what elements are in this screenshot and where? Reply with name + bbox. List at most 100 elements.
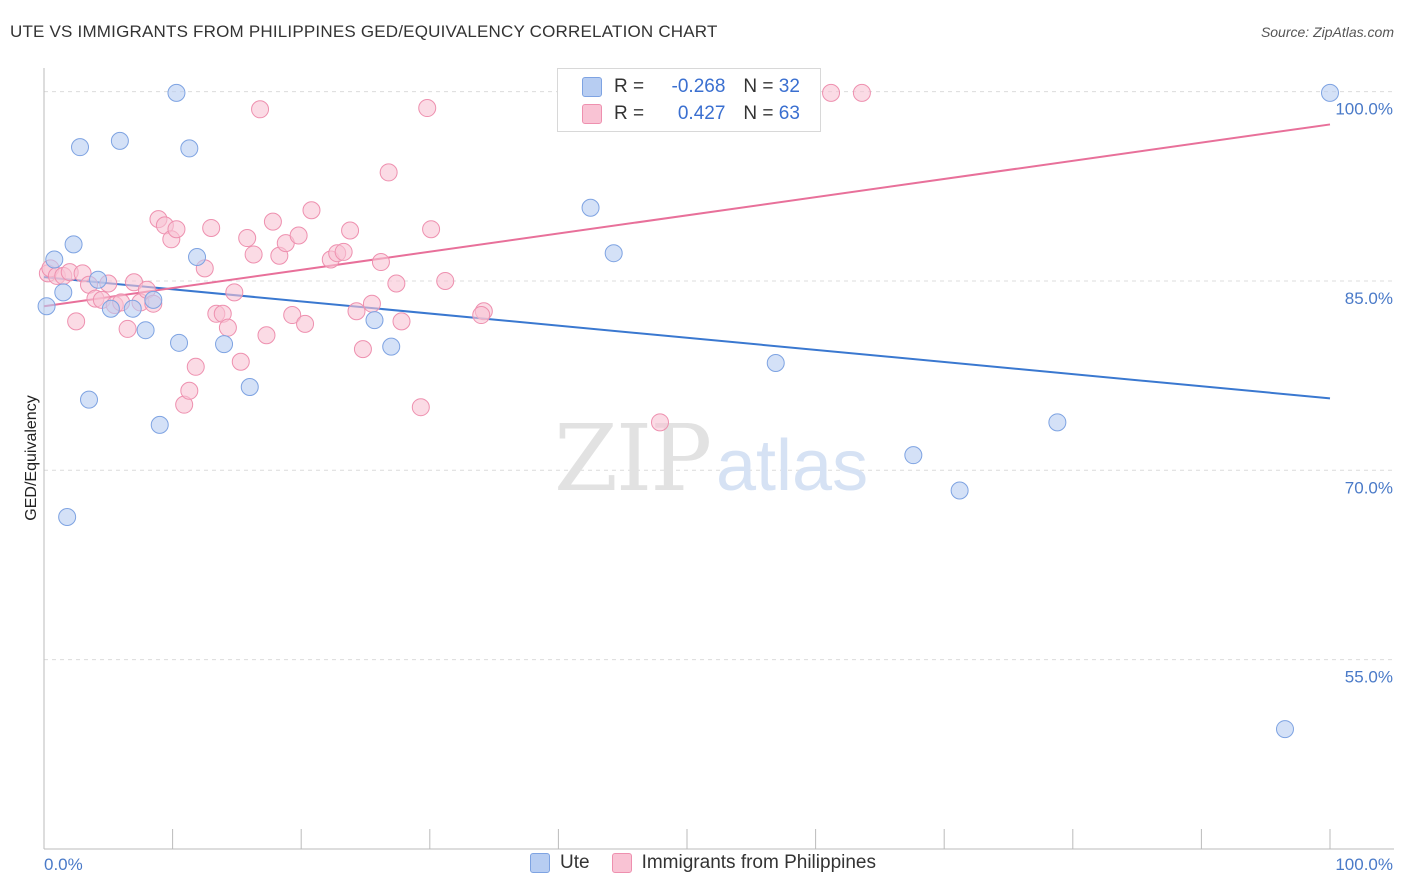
legend-r-value: 0.427	[677, 103, 726, 124]
data-point-philippines	[822, 83, 841, 102]
legend-swatch-ute	[530, 853, 550, 873]
data-point-philippines	[263, 212, 282, 231]
data-point-ute	[766, 354, 785, 373]
watermark-zip: ZIP	[554, 405, 710, 512]
y-tick-label: 70.0%	[1345, 478, 1393, 497]
data-point-ute	[904, 446, 923, 465]
legend-swatch-philippines	[582, 104, 602, 124]
data-point-ute	[365, 311, 384, 330]
trend-line-philippines	[43, 123, 1331, 308]
series-legend: Ute Immigrants from Philippines	[530, 852, 898, 874]
stats-legend: R = -0.268 N = 32 R = 0.427 N = 63	[557, 68, 821, 132]
legend-row-ute: R = -0.268 N = 32	[582, 75, 800, 99]
legend-r-label: R =	[614, 103, 645, 124]
data-point-ute	[144, 290, 163, 309]
data-point-philippines	[225, 283, 244, 302]
data-point-ute	[58, 508, 77, 527]
legend-swatch-philippines	[611, 853, 632, 873]
data-point-ute	[215, 335, 234, 354]
data-point-ute	[180, 139, 199, 158]
data-point-philippines	[302, 201, 321, 220]
data-point-philippines	[118, 319, 137, 338]
trend-lines	[43, 123, 1331, 400]
data-point-philippines	[650, 413, 669, 432]
data-point-philippines	[251, 100, 270, 119]
data-point-philippines	[180, 381, 199, 400]
data-point-philippines	[379, 163, 398, 182]
data-point-ute	[167, 83, 186, 102]
data-point-philippines	[418, 99, 437, 118]
data-point-philippines	[411, 398, 430, 417]
data-point-philippines	[238, 229, 257, 248]
data-point-ute	[1275, 720, 1294, 739]
watermark: ZIP atlas	[554, 405, 868, 512]
data-point-philippines	[472, 306, 491, 325]
data-point-ute	[123, 299, 142, 318]
y-tick-label: 85.0%	[1345, 289, 1393, 308]
series-ute-points	[37, 83, 1339, 739]
legend-n-label: N =	[743, 103, 774, 124]
data-point-philippines	[387, 274, 406, 293]
data-point-philippines	[436, 271, 455, 290]
legend-label-ute: Ute	[560, 852, 590, 873]
data-point-ute	[950, 481, 969, 500]
legend-r-label: R =	[614, 76, 645, 97]
series-philippines-points	[38, 83, 871, 432]
data-point-ute	[150, 415, 169, 434]
data-point-philippines	[852, 83, 871, 102]
data-point-ute	[604, 244, 623, 263]
source-label: Source: ZipAtlas.com	[1260, 24, 1394, 40]
data-point-philippines	[167, 220, 186, 239]
data-point-philippines	[422, 220, 441, 239]
data-point-ute	[1048, 413, 1067, 432]
x-tick-label: 100.0%	[1335, 855, 1393, 874]
data-point-ute	[37, 297, 56, 316]
data-point-ute	[240, 378, 259, 396]
data-point-ute	[581, 198, 600, 217]
data-point-philippines	[289, 226, 308, 245]
data-point-ute	[1321, 83, 1339, 102]
data-point-philippines	[392, 312, 411, 331]
data-point-philippines	[244, 245, 263, 264]
chart-title: UTE VS IMMIGRANTS FROM PHILIPPINES GED/E…	[10, 22, 718, 41]
data-point-ute	[45, 250, 64, 269]
y-tick-label: 100.0%	[1335, 100, 1393, 119]
watermark-atlas: atlas	[716, 426, 868, 506]
data-point-philippines	[353, 340, 372, 359]
data-point-philippines	[257, 326, 276, 345]
data-point-ute	[64, 235, 83, 254]
data-point-philippines	[202, 218, 221, 237]
legend-swatch-ute	[582, 77, 602, 97]
data-point-philippines	[362, 294, 381, 313]
grid-lines	[44, 91, 1394, 661]
x-tick-label: 0.0%	[44, 855, 83, 874]
data-point-ute	[188, 247, 207, 266]
data-point-philippines	[231, 352, 250, 371]
axes	[43, 68, 1394, 850]
legend-row-philippines: R = 0.427 N = 63	[582, 102, 800, 126]
data-point-philippines	[341, 221, 360, 240]
data-point-ute	[101, 299, 120, 318]
data-point-ute	[110, 131, 129, 150]
legend-item-philippines[interactable]: Immigrants from Philippines	[611, 852, 876, 874]
data-point-ute	[71, 138, 90, 157]
data-point-philippines	[334, 242, 353, 261]
data-point-ute	[170, 333, 189, 352]
data-point-philippines	[296, 314, 315, 333]
y-axis-title: GED/Equivalency	[23, 395, 40, 520]
data-point-ute	[136, 321, 155, 340]
trend-line-ute	[43, 276, 1331, 400]
data-point-ute	[89, 270, 108, 289]
legend-n-value: 32	[778, 76, 800, 97]
data-point-philippines	[371, 253, 390, 272]
legend-r-value: -0.268	[671, 76, 726, 97]
legend-item-ute[interactable]: Ute	[530, 852, 590, 874]
legend-n-label: N =	[743, 76, 774, 97]
data-point-ute	[80, 390, 99, 409]
data-point-philippines	[218, 318, 237, 337]
data-point-philippines	[186, 357, 205, 376]
data-point-ute	[54, 283, 73, 302]
data-point-philippines	[283, 306, 302, 325]
legend-label-philippines: Immigrants from Philippines	[641, 852, 876, 873]
